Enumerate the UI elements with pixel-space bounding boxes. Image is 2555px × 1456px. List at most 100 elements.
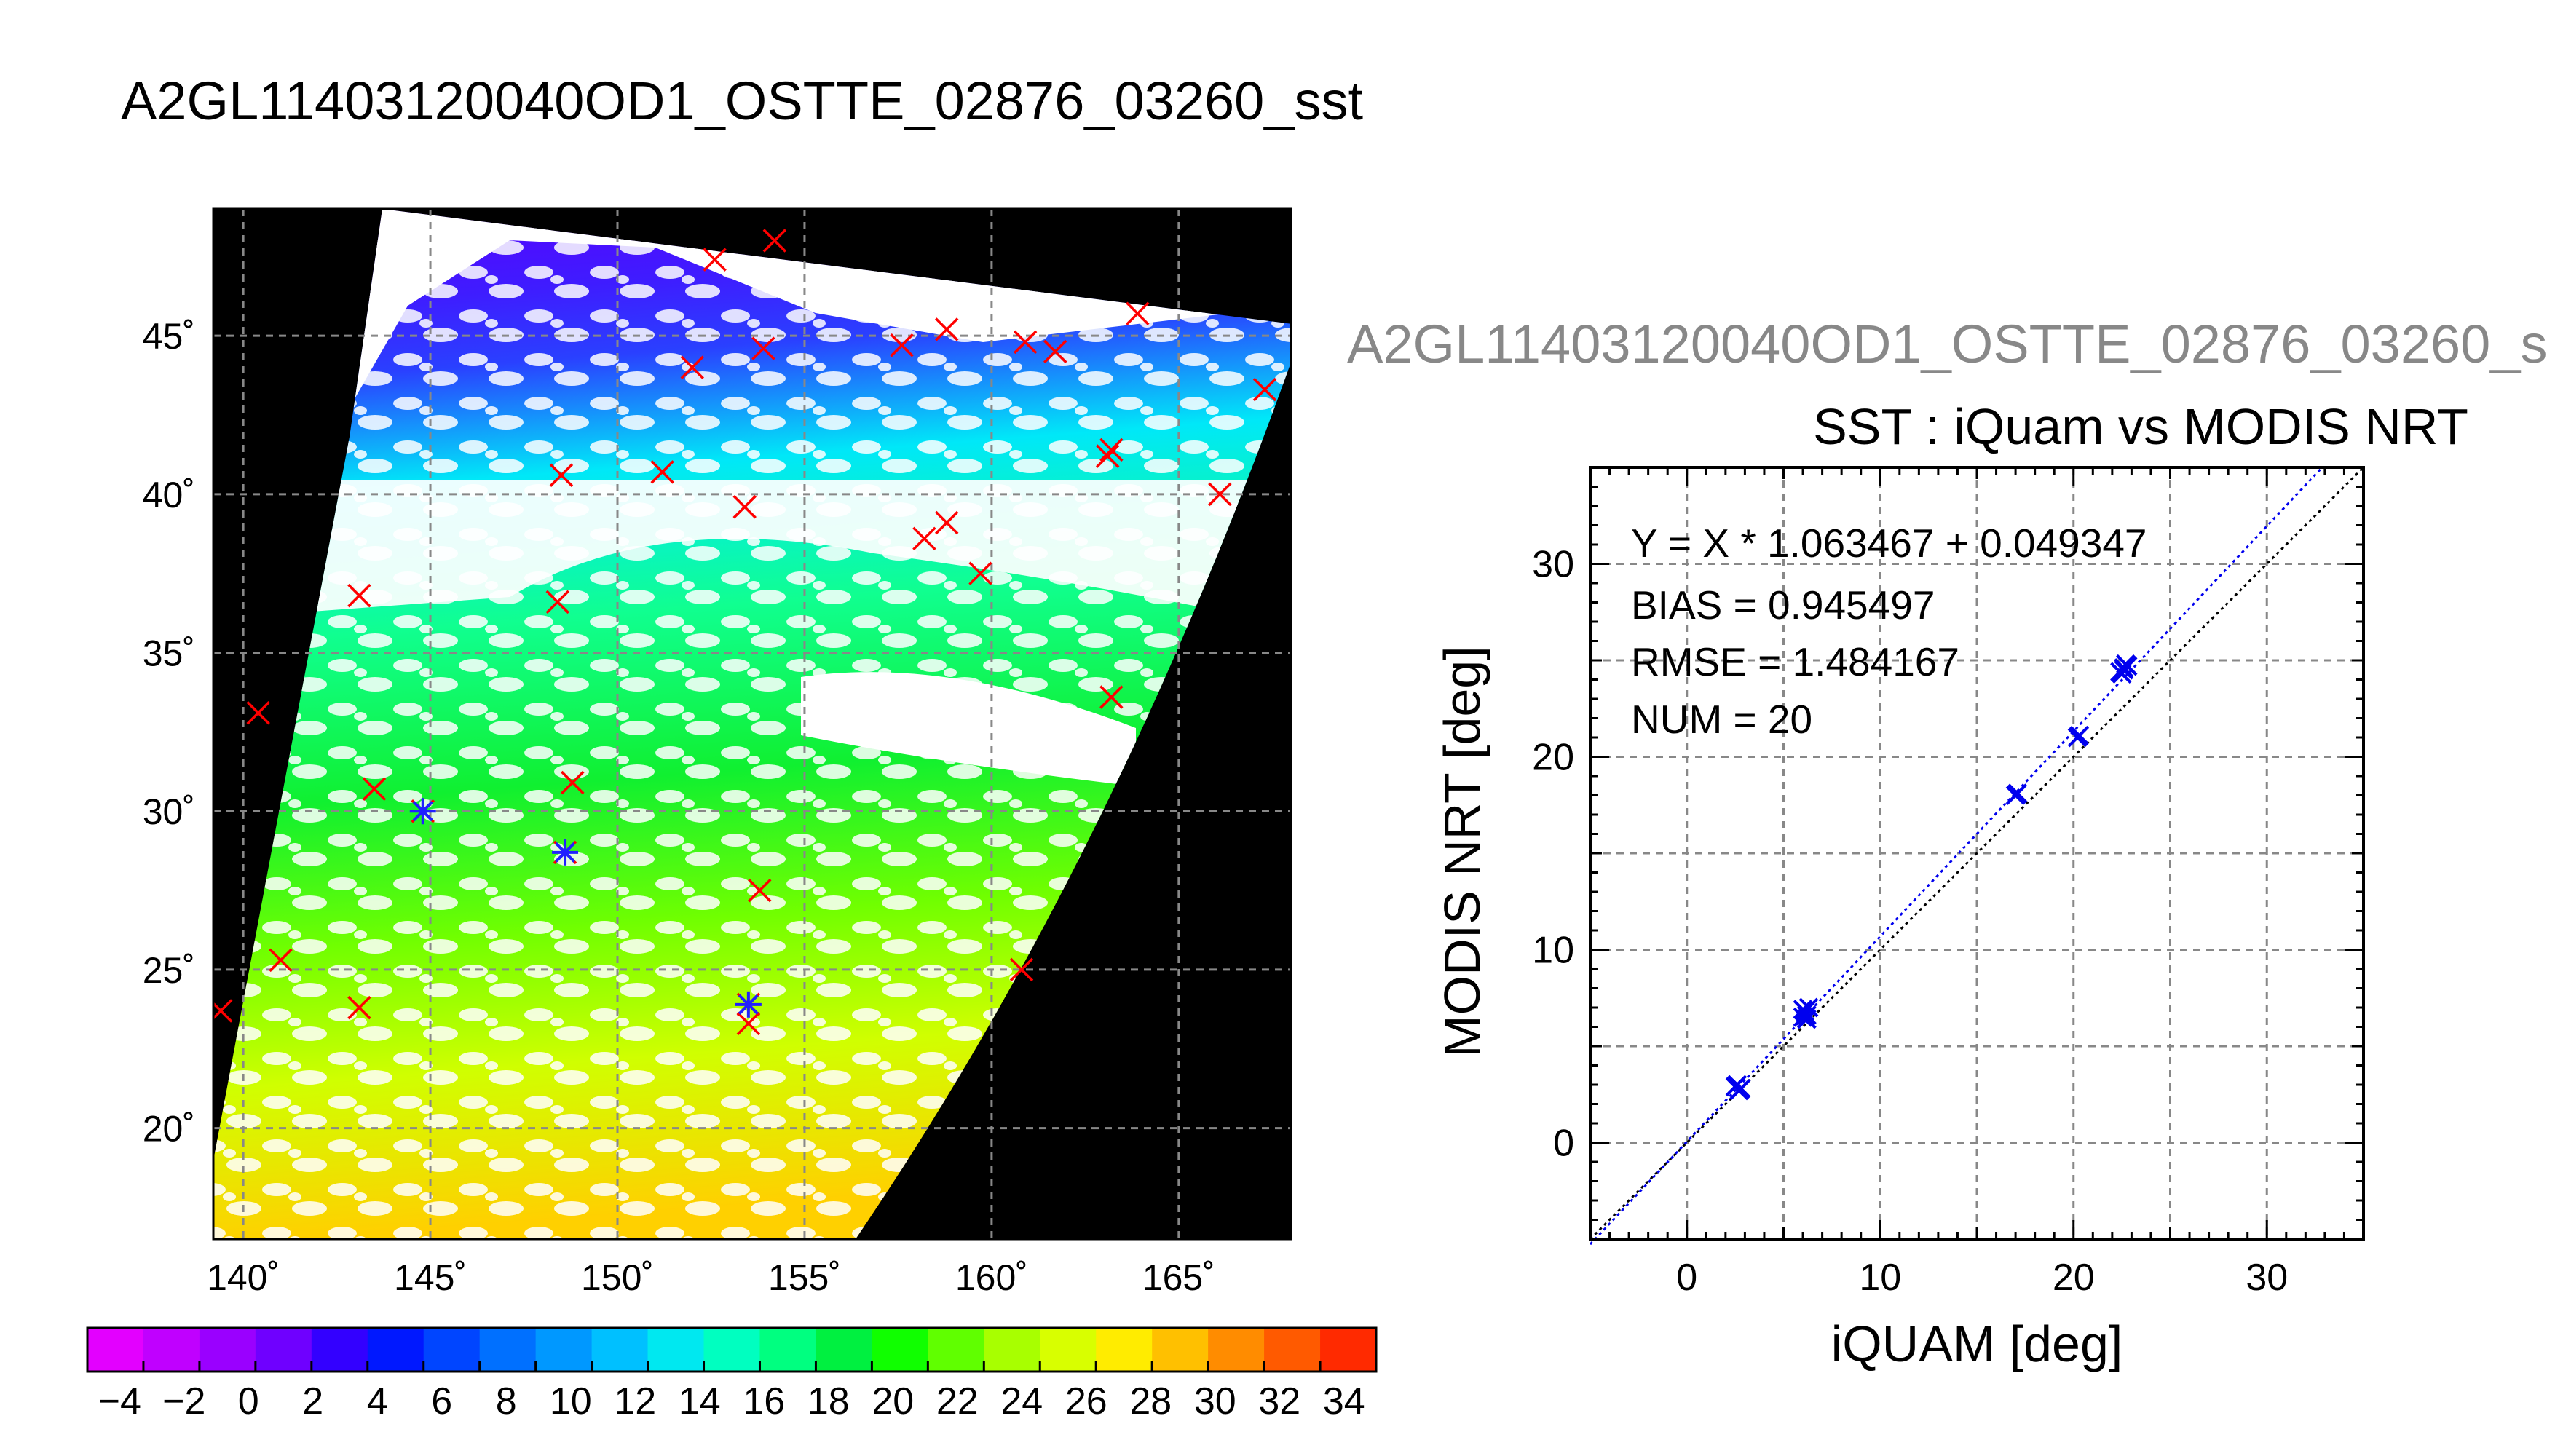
x-axis-label: iQUAM [deg] [1831, 1315, 2123, 1372]
matchup-marker [549, 463, 574, 487]
matchup-marker [680, 355, 705, 379]
matchup-marker [762, 229, 787, 253]
colorbar-cell [647, 1328, 705, 1372]
latitude-labels: 20˚ 25˚ 30˚ 35˚ 40˚ 45˚ [143, 316, 195, 1149]
matchup-marker [561, 770, 585, 795]
regression-text: Y = X * 1.063467 + 0.049347 [1631, 521, 2147, 566]
matchup-marker [347, 583, 371, 608]
y-axis-label: MODIS NRT [deg] [1434, 646, 1490, 1057]
colorbar-label: 12 [614, 1380, 656, 1423]
longitude-label: 165˚ [1142, 1257, 1215, 1298]
matchup-marker [912, 526, 936, 551]
matchup-marker [650, 460, 674, 484]
colorbar-label: 22 [936, 1380, 979, 1423]
colorbar-cell [872, 1328, 929, 1372]
y-tick-label: 30 [1532, 544, 1574, 586]
matchup-marker [751, 336, 775, 360]
colorbar-cell [759, 1328, 817, 1372]
colorbar-label: 26 [1065, 1380, 1107, 1423]
longitude-label: 155˚ [768, 1257, 841, 1298]
colorbar-cell [311, 1328, 368, 1372]
colorbar-cell [1040, 1328, 1097, 1372]
matchup-marker [968, 561, 992, 585]
colorbar-label: 4 [367, 1380, 388, 1423]
reference-lines [1589, 466, 2365, 1246]
colorbar-label: 0 [238, 1380, 259, 1423]
scatter-point [2007, 783, 2028, 804]
colorbar-label: 32 [1258, 1380, 1300, 1423]
scatter-header-title: A2GL11403120040OD1_OSTTE_02876_03260_s [1347, 314, 2548, 374]
cloud-region-east [801, 672, 1136, 786]
matchup-marker [1095, 444, 1120, 468]
matchup-marker [1009, 957, 1034, 982]
num-text: NUM = 20 [1631, 697, 1812, 742]
matchup-marker [362, 777, 387, 801]
colorbar-cell [1320, 1328, 1377, 1372]
matchup-marker [736, 1011, 761, 1036]
matchup-marker [269, 948, 293, 973]
colorbar-label: 28 [1129, 1380, 1172, 1423]
x-tick-label: 30 [2246, 1257, 2288, 1299]
colorbar-label: 20 [872, 1380, 914, 1423]
scatter-point [1731, 1078, 1751, 1099]
colorbar-frame [86, 1326, 1378, 1373]
x-tick-labels: 0 10 20 30 [1676, 1257, 2288, 1299]
matchup-marker [1252, 377, 1277, 402]
matchup-marker [732, 495, 757, 519]
colorbar-label: −4 [98, 1380, 141, 1423]
colorbar-label: 30 [1194, 1380, 1236, 1423]
longitude-label: 160˚ [955, 1257, 1028, 1298]
colorbar-cells [87, 1328, 1377, 1372]
colorbar-label: 18 [807, 1380, 850, 1423]
x-tick-label: 20 [2053, 1257, 2095, 1299]
matchup-marker [1208, 482, 1232, 507]
matchup-markers [213, 229, 1277, 1036]
highlighted-marker [409, 798, 436, 825]
x-tick-label: 0 [1676, 1257, 1697, 1299]
matchup-marker [934, 317, 959, 341]
scatter-point [1796, 1009, 1817, 1029]
latitude-label: 30˚ [143, 791, 195, 832]
scatter-points [1725, 654, 2138, 1101]
y-tick-labels: 0 10 20 30 [1532, 544, 1574, 1165]
colorbar-cell [199, 1328, 256, 1372]
highlighted-marker [735, 991, 762, 1018]
colorbar-cell [1096, 1328, 1153, 1372]
colorbar-label: 8 [496, 1380, 517, 1423]
matchup-marker [890, 333, 914, 357]
colorbar-cell [1208, 1328, 1265, 1372]
colorbar-label: 6 [431, 1380, 452, 1423]
matchup-marker [703, 248, 727, 272]
latitude-label: 25˚ [143, 950, 195, 991]
y-tick-label: 0 [1553, 1123, 1574, 1165]
sst-map: 140˚ 145˚ 150˚ 155˚ 160˚ 165˚ 20˚ 25˚ 30˚ 35˚ 40˚… [143, 207, 1292, 1298]
colorbar-cell [143, 1328, 200, 1372]
colorbar-label: 10 [550, 1380, 592, 1423]
matchup-marker [545, 590, 570, 614]
colorbar-cell [1152, 1328, 1209, 1372]
scatter-plot: SST : iQuam vs MODIS NRT Y = X * 1.06346… [1434, 398, 2468, 1372]
colorbar-ticks [142, 1361, 1322, 1372]
longitude-labels: 140˚ 145˚ 150˚ 155˚ 160˚ 165˚ [207, 1257, 1215, 1298]
colorbar-label: 16 [743, 1380, 785, 1423]
chart-title: SST : iQuam vs MODIS NRT [1813, 398, 2468, 455]
latitude-label: 40˚ [143, 475, 195, 515]
map-frame [212, 207, 1292, 1241]
matchup-marker [1043, 339, 1067, 364]
matchup-marker [934, 510, 959, 535]
colorbar-cell [479, 1328, 537, 1372]
colorbar-cell [87, 1328, 144, 1372]
colorbar-label: 24 [1000, 1380, 1043, 1423]
colorbar-label: 34 [1323, 1380, 1365, 1423]
colorbar-label: −2 [162, 1380, 205, 1423]
page-title: A2GL11403120040OD1_OSTTE_02876_03260_sst [121, 71, 1364, 131]
matchup-marker [1013, 330, 1038, 355]
stats-block: Y = X * 1.063467 + 0.049347 BIAS = 0.945… [1631, 521, 2147, 742]
regression-line [1589, 466, 2323, 1246]
latitude-label: 35˚ [143, 633, 195, 674]
cloud-region-central [213, 480, 1291, 626]
longitude-label: 145˚ [394, 1257, 467, 1298]
x-tick-label: 10 [1859, 1257, 1901, 1299]
colorbar-cell [591, 1328, 649, 1372]
rmse-text: RMSE = 1.484167 [1631, 639, 1959, 684]
